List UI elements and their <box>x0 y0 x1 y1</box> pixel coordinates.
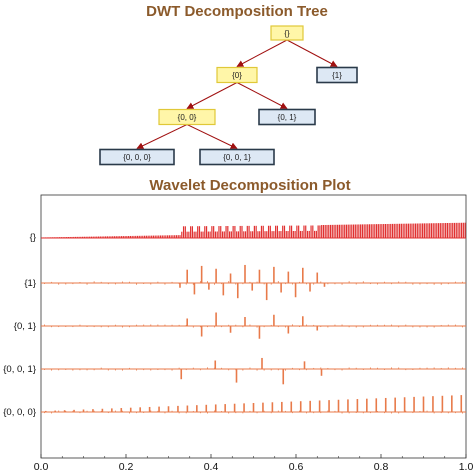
plot-rows: {} {1} {0, 1} {0, 0, 1} {0, 0, 0} <box>3 222 466 418</box>
tree-edge-n0-n01 <box>236 82 288 109</box>
tree-node-label: {1} <box>332 71 342 80</box>
tree-node-box <box>316 66 358 84</box>
tree-node-box <box>158 108 216 126</box>
row-label: {0, 0, 1} <box>3 364 36 375</box>
tree-edges <box>136 39 338 149</box>
wavelet-row-0-0-1: {0, 0, 1} <box>3 357 466 385</box>
tree-node-box <box>216 66 258 84</box>
tree-title: DWT Decomposition Tree <box>146 3 328 20</box>
tree-node-n000: {0, 0, 0} <box>99 148 175 166</box>
tree-node-box <box>270 25 304 41</box>
tree-node-n1: {1} <box>316 66 358 84</box>
tree-nodes: {} {0} {1} {0, 0} {0, 1} {0, 0, 0} {0, 0, 1} <box>99 25 358 166</box>
tree-node-label: {0, 0} <box>178 113 197 122</box>
tree-node-n001: {0, 0, 1} <box>199 148 275 166</box>
tree-node-box <box>99 148 175 166</box>
tree-edge-n0-n00 <box>186 82 238 109</box>
tree-node-n01: {0, 1} <box>258 108 316 126</box>
wavelet-row-0-0-0: {0, 0, 0} <box>3 395 466 418</box>
row-label: {1} <box>24 278 36 289</box>
x-axis: 0.0 0.2 0.4 0.6 0.8 1.0 <box>34 454 474 473</box>
tree-edge-n00-n000 <box>136 124 188 149</box>
tree-node-n0: {0} <box>216 66 258 84</box>
x-tick-label: 0.8 <box>374 461 389 473</box>
tree-node-label: {0, 0, 1} <box>223 153 251 162</box>
tree-node-label: {} <box>284 29 290 38</box>
x-tick-label: 0.6 <box>289 461 304 473</box>
x-tick-label: 0.0 <box>34 461 49 473</box>
tree-node-label: {0} <box>232 71 242 80</box>
tree-node-box <box>258 108 316 126</box>
plot-title: Wavelet Decomposition Plot <box>149 177 350 194</box>
tree-node-n00: {0, 0} <box>158 108 216 126</box>
x-tick-label: 0.4 <box>204 461 219 473</box>
wavelet-row-empty: {} <box>30 222 466 243</box>
row-label: {0, 0, 0} <box>3 407 36 418</box>
row-label: {0, 1} <box>14 321 36 332</box>
x-tick-label: 1.0 <box>459 461 474 473</box>
row-label: {} <box>30 232 36 243</box>
tree-edge-n00-n001 <box>186 124 238 149</box>
tree-node-box <box>199 148 275 166</box>
tree-edge-root-n0 <box>236 39 288 67</box>
x-tick-label: 0.2 <box>119 461 134 473</box>
wavelet-row-0-1: {0, 1} <box>14 312 466 339</box>
wavelet-row-1: {1} <box>24 264 466 301</box>
tree-node-root: {} <box>270 25 304 41</box>
tree-edge-root-n1 <box>286 39 338 67</box>
tree-node-label: {0, 1} <box>278 113 297 122</box>
tree-node-label: {0, 0, 0} <box>123 153 151 162</box>
